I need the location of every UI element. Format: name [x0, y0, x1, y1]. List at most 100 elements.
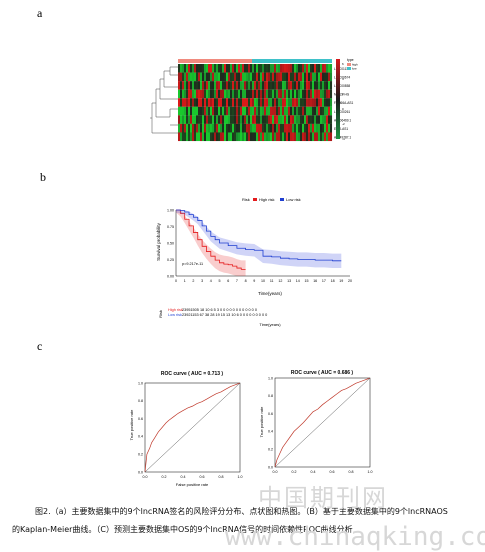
heatmap-cell	[234, 81, 237, 90]
heatmap-cell	[186, 115, 189, 124]
heatmap-cell	[316, 106, 319, 116]
km-xtick-label: 5	[219, 279, 221, 283]
heatmap-cell	[212, 72, 215, 82]
km-xlabel: Time(years)	[258, 291, 282, 296]
heatmap-cell	[308, 123, 311, 133]
heatmap-cell	[182, 64, 185, 73]
heatmap-cell	[218, 81, 221, 90]
heatmap-cell	[318, 106, 321, 116]
heatmap-cell	[320, 106, 323, 116]
heatmap-cell	[236, 132, 239, 142]
heatmap-cell	[328, 106, 331, 116]
heatmap-cell	[238, 89, 241, 99]
heatmap-cell	[194, 123, 197, 133]
color-scale-ticks: 6 4 2 0 -2 -4	[342, 62, 345, 141]
heatmap-cell	[226, 98, 229, 107]
heatmap-cell	[330, 98, 333, 107]
heatmap-cell	[234, 106, 237, 116]
heatmap-cell	[254, 81, 257, 90]
panel-label-a: a	[37, 6, 43, 20]
heatmap-cell	[248, 106, 251, 116]
km-xtick-label: 20	[348, 279, 352, 283]
heatmap-cell	[262, 132, 265, 142]
roc-xtick-label: 0.2	[292, 470, 297, 474]
heatmap-cell	[326, 72, 329, 82]
heatmap-cell	[188, 123, 191, 133]
heatmap-cell	[188, 72, 191, 82]
roc-ytick-label: 0.0	[138, 470, 143, 474]
heatmap-cell	[268, 98, 271, 107]
heatmap-cell	[192, 89, 195, 99]
heatmap-cell	[218, 98, 221, 107]
heatmap-cell	[216, 89, 219, 99]
heatmap-cell	[206, 81, 209, 90]
heatmap-cell	[264, 64, 267, 73]
heatmap-cell	[226, 72, 229, 82]
heatmap-cell	[178, 64, 181, 73]
heatmap-cell	[296, 106, 299, 116]
heatmap-cell	[284, 123, 287, 133]
heatmap-cell	[222, 115, 225, 124]
heatmap-cell	[198, 64, 201, 73]
heatmap-cell	[180, 72, 183, 82]
heatmap-cell	[218, 123, 221, 133]
heatmap-cell	[280, 115, 283, 124]
heatmap-cell	[270, 132, 273, 142]
color-scale-tick: 2	[342, 92, 344, 96]
heatmap-cell	[272, 123, 275, 133]
km-xtick-label: 14	[296, 279, 300, 283]
heatmap-cell	[276, 64, 279, 73]
heatmap-cell	[226, 115, 229, 124]
heatmap-cell	[328, 115, 331, 124]
heatmap-cell	[294, 64, 297, 73]
heatmap-cell	[246, 132, 249, 142]
heatmap-cell	[282, 115, 285, 124]
heatmap-cell	[298, 64, 301, 73]
heatmap-cell	[188, 98, 191, 107]
heatmap-cell	[312, 115, 315, 124]
heatmap-cell	[306, 98, 309, 107]
heatmap-cell	[232, 89, 235, 99]
heatmap-cell	[328, 132, 331, 142]
heatmap-cell	[202, 115, 205, 124]
heatmap-cell	[198, 106, 201, 116]
heatmap-cell	[304, 72, 307, 82]
heatmap-cell	[260, 98, 263, 107]
heatmap-cell	[232, 98, 235, 107]
heatmap-cell	[264, 72, 267, 82]
heatmap-cell	[206, 64, 209, 73]
heatmap-cell	[248, 64, 251, 73]
heatmap-cell	[194, 72, 197, 82]
roc-ytick-label: 1.0	[268, 376, 273, 380]
heatmap-cell	[278, 115, 281, 124]
heatmap-cell	[292, 98, 295, 107]
heatmap-cell	[220, 72, 223, 82]
heatmap-cell	[328, 72, 331, 82]
heatmap-cell	[274, 106, 277, 116]
heatmap-cell	[252, 81, 255, 90]
heatmap-cell	[318, 64, 321, 73]
heatmap-cell	[274, 132, 277, 142]
heatmap-cell	[178, 132, 181, 142]
figure-caption-line2: 的Kaplan-Meier曲线。（C）预测主要数据集中OS的9个lncRNA信号…	[12, 525, 353, 534]
km-survival-line	[176, 209, 342, 262]
heatmap-cell	[182, 98, 185, 107]
heatmap-cell	[308, 64, 311, 73]
heatmap-cell	[244, 72, 247, 82]
heatmap-cell	[214, 81, 217, 90]
heatmap-cell	[220, 115, 223, 124]
heatmap-cell	[224, 89, 227, 99]
heatmap-cell	[300, 106, 303, 116]
km-figure: Risk High risk Low risk Survival probabi…	[156, 197, 352, 327]
heatmap-cell	[230, 123, 233, 133]
km-ytick-label: 0.50	[167, 241, 174, 245]
heatmap-cell	[296, 98, 299, 107]
km-xtick-label: 15	[305, 279, 309, 283]
roc-xtick-label: 0.2	[162, 475, 167, 479]
heatmap-cell	[286, 98, 289, 107]
heatmap-cell	[278, 132, 281, 142]
heatmap-cell	[204, 98, 207, 107]
color-scale-tick: 6	[342, 62, 344, 66]
heatmap-cell	[214, 64, 217, 73]
heatmap-cell	[262, 81, 265, 90]
